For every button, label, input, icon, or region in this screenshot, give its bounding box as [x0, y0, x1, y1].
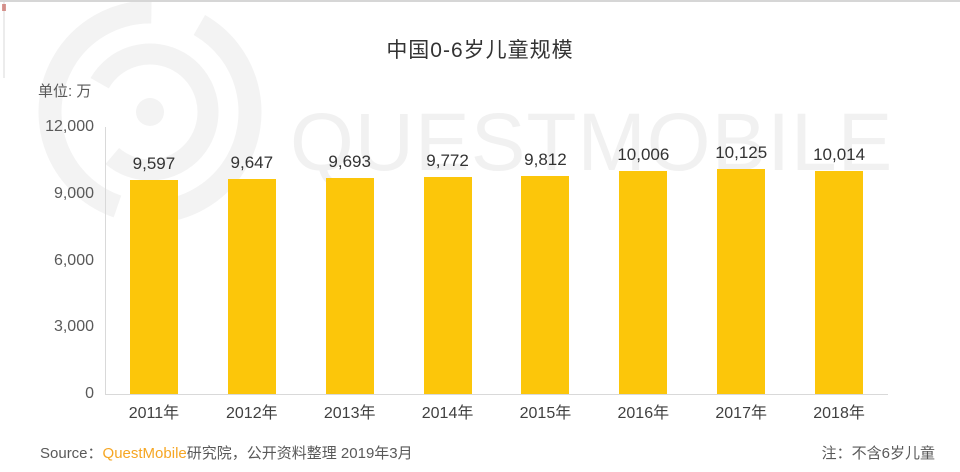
bar-value-label: 9,812	[524, 150, 567, 169]
bar	[129, 180, 178, 394]
y-axis-tick-label: 12,000	[45, 118, 94, 135]
bar	[815, 171, 864, 394]
y-axis-tick-label: 9,000	[53, 184, 94, 202]
bar-value-label: 10,006	[617, 145, 670, 164]
x-axis-tick-label: 2018年	[813, 405, 865, 422]
left-edge-artifact	[3, 2, 5, 78]
source-prefix-label: Source：	[40, 445, 103, 462]
bar	[717, 169, 766, 394]
source-brand-label: QuestMobile	[102, 445, 187, 462]
bar	[423, 177, 472, 394]
x-axis-tick-label: 2015年	[519, 405, 572, 422]
x-axis-tick-label: 2012年	[226, 405, 278, 422]
bar-value-label: 9,647	[230, 153, 274, 172]
x-axis-line	[105, 394, 888, 395]
x-axis-tick-label: 2017年	[715, 405, 767, 422]
y-axis-tick-label: 0	[85, 385, 94, 402]
corner-artifact	[2, 4, 6, 11]
y-axis-line	[105, 127, 106, 394]
y-axis-tick-label: 6,000	[53, 251, 94, 269]
bar	[619, 171, 668, 394]
bar	[325, 178, 374, 394]
questmobile-logo-watermark	[38, 2, 262, 224]
bar	[227, 179, 276, 394]
y-axis-tick-label: 3,000	[53, 318, 94, 336]
bar-value-label: 10,014	[813, 145, 866, 164]
bar-value-label: 10,125	[715, 143, 768, 162]
bar-value-label: 9,693	[328, 152, 371, 171]
x-axis-tick-label: 2016年	[617, 405, 670, 422]
x-axis-tick-label: 2013年	[323, 405, 376, 422]
x-axis-tick-label: 2014年	[421, 405, 474, 422]
bar	[521, 176, 570, 394]
questmobile-text-watermark: QUESTMOBILE	[290, 97, 894, 188]
footnote: 注：不含6岁儿童	[821, 445, 935, 462]
chart-title: 中国0-6岁儿童规模	[386, 39, 574, 62]
source-line: Source：QuestMobile研究院，公开资料整理 2019年3月	[40, 442, 413, 463]
x-axis-tick-label: 2011年	[128, 405, 180, 422]
source-suffix-label: 研究院，公开资料整理 2019年3月	[186, 445, 413, 462]
bar-value-label: 9,772	[426, 151, 469, 170]
bar-value-label: 9,597	[132, 154, 176, 173]
unit-label: 单位: 万	[38, 83, 92, 100]
